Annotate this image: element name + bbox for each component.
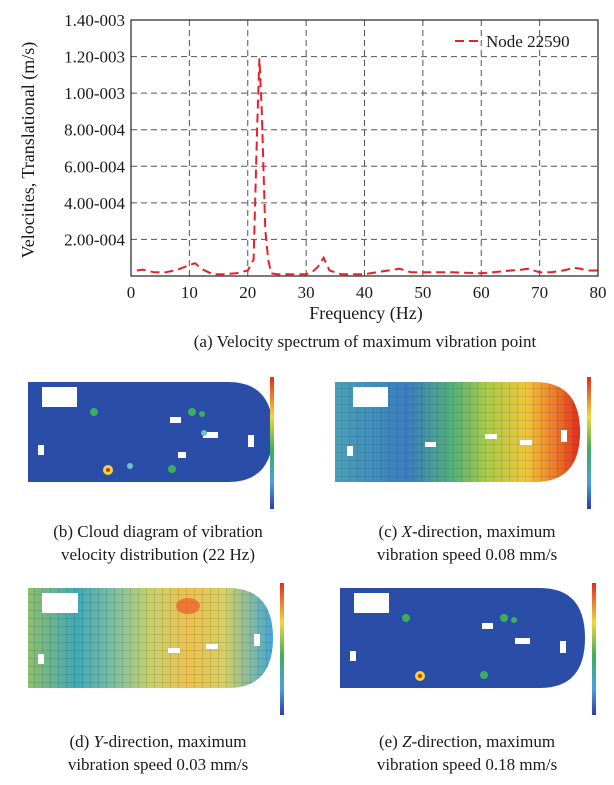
caption-d-rest: -direction, maximum: [103, 732, 247, 751]
opening: [38, 445, 44, 455]
color-scale-bar: [270, 377, 274, 509]
hotspot: [106, 468, 110, 472]
x-tick-label: 40: [356, 283, 373, 302]
caption-c: (c) X-direction, maximum vibration speed…: [322, 520, 612, 566]
caption-e-axis: Z: [402, 732, 412, 751]
hotspot: [90, 408, 98, 416]
opening: [248, 435, 254, 447]
y-tick-label: 1.00-003: [64, 84, 125, 103]
mesh-overlay: [28, 588, 273, 688]
caption-c-rest: -direction, maximum: [411, 522, 556, 541]
y-tick-label: 6.00-004: [64, 157, 125, 176]
caption-d-axis: Y: [93, 732, 103, 751]
hotspot: [201, 430, 207, 436]
contour-plot-e: [340, 583, 596, 715]
hotspot: [168, 465, 176, 473]
opening: [354, 593, 389, 613]
x-axis-label: Frequency (Hz): [309, 303, 422, 324]
caption-a: (a) Velocity spectrum of maximum vibrati…: [193, 332, 537, 351]
x-tick-label: 70: [531, 283, 548, 302]
legend: Node 22590: [455, 32, 570, 51]
y-tick-label: 1.40-003: [64, 11, 125, 30]
hotspot: [199, 411, 205, 417]
hotspot: [418, 674, 422, 678]
opening: [561, 430, 567, 442]
x-tick-label: 0: [127, 283, 136, 302]
color-scale-bar: [587, 377, 591, 509]
y-tick-labels: 2.00-004 4.00-004 6.00-004 8.00-004 1.00-003…: [64, 11, 125, 249]
y-tick-label: 2.00-004: [64, 230, 125, 249]
contour-plot-c: [335, 377, 591, 509]
y-tick-label: 8.00-004: [64, 121, 125, 140]
opening: [42, 387, 77, 407]
caption-d-line1: (d) Y-direction, maximum: [18, 730, 298, 753]
hotspot: [402, 614, 410, 622]
mesh-overlay: [335, 382, 580, 482]
caption-e: (e) Z-direction, maximum vibration speed…: [322, 730, 612, 776]
x-tick-label: 80: [590, 283, 607, 302]
opening: [178, 452, 186, 458]
caption-c-prefix: (c): [378, 522, 402, 541]
y-tick-label: 4.00-004: [64, 194, 125, 213]
caption-c-axis: X: [401, 522, 412, 541]
caption-d: (d) Y-direction, maximum vibration speed…: [18, 730, 298, 776]
opening: [350, 651, 356, 661]
caption-e-prefix: (e): [378, 732, 403, 751]
caption-b: (b) Cloud diagram of vibration velocity …: [18, 520, 298, 566]
x-tick-label: 20: [239, 283, 256, 302]
series-line-node-22590: [136, 58, 598, 276]
hotspot: [188, 408, 196, 416]
opening: [168, 648, 180, 653]
y-tick-label: 1.20-003: [64, 48, 125, 67]
caption-d-line2: vibration speed 0.03 mm/s: [67, 755, 249, 774]
opening: [206, 644, 218, 649]
caption-d-prefix: (d): [69, 732, 94, 751]
caption-e-line2: vibration speed 0.18 mm/s: [376, 755, 558, 774]
opening: [515, 638, 530, 644]
velocity-spectrum-chart: 2.00-004 4.00-004 6.00-004 8.00-004 1.00-003…: [18, 11, 607, 324]
contour-plot-b: [28, 377, 274, 509]
hotspot: [511, 617, 517, 623]
caption-c-line2: vibration speed 0.08 mm/s: [376, 545, 558, 564]
deck-shape: [340, 588, 585, 688]
caption-b-line1: (b) Cloud diagram of vibration: [53, 522, 263, 541]
contour-plot-d: [28, 583, 284, 715]
y-axis-label: Velocities, Translational (m/s): [18, 42, 39, 258]
hotspot: [500, 614, 508, 622]
x-tick-label: 10: [181, 283, 198, 302]
opening: [203, 432, 218, 438]
x-tick-label: 30: [298, 283, 315, 302]
deck-shape: [28, 382, 273, 482]
opening: [38, 654, 44, 664]
caption-e-rest: -direction, maximum: [411, 732, 556, 751]
opening: [254, 634, 260, 646]
caption-e-line1: (e) Z-direction, maximum: [322, 730, 612, 753]
x-tick-labels: 0 10 20 30 40 50 60 70 80: [127, 283, 607, 302]
opening: [485, 434, 497, 439]
caption-b-line2: velocity distribution (22 Hz): [60, 545, 256, 564]
x-tick-label: 60: [473, 283, 490, 302]
opening: [347, 446, 353, 456]
opening: [560, 641, 566, 653]
color-scale-bar: [592, 583, 596, 715]
opening: [520, 440, 532, 445]
color-scale-bar: [280, 583, 284, 715]
plot-frame: [130, 19, 599, 277]
legend-label: Node 22590: [486, 32, 570, 51]
opening: [482, 623, 493, 629]
x-tick-label: 50: [414, 283, 431, 302]
hotspot: [480, 671, 488, 679]
opening: [42, 593, 78, 613]
caption-c-line1: (c) X-direction, maximum: [322, 520, 612, 543]
hotspot: [176, 598, 200, 614]
opening: [425, 442, 436, 447]
hotspot: [127, 463, 133, 469]
chart-grid: [131, 20, 598, 276]
opening: [170, 417, 181, 423]
opening: [353, 387, 388, 407]
